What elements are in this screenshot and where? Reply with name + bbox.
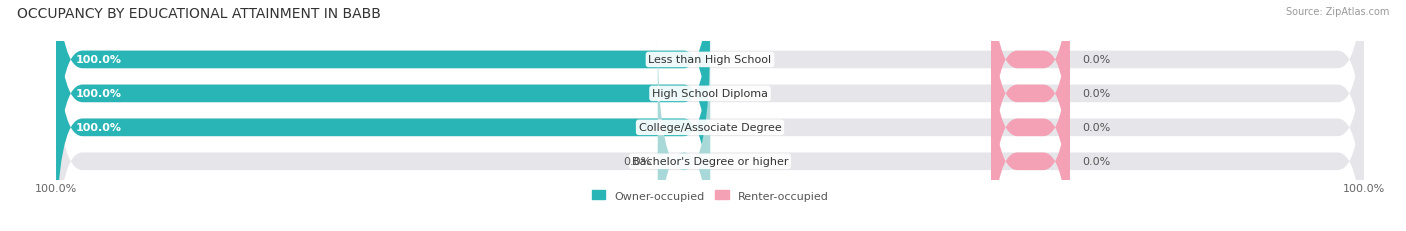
Text: 0.0%: 0.0% <box>1083 123 1111 133</box>
FancyBboxPatch shape <box>56 0 1364 187</box>
Text: 100.0%: 100.0% <box>76 123 122 133</box>
FancyBboxPatch shape <box>991 0 1070 187</box>
FancyBboxPatch shape <box>991 1 1070 231</box>
Text: 100.0%: 100.0% <box>76 55 122 65</box>
FancyBboxPatch shape <box>991 0 1070 220</box>
Text: 0.0%: 0.0% <box>1083 55 1111 65</box>
Text: College/Associate Degree: College/Associate Degree <box>638 123 782 133</box>
Text: 0.0%: 0.0% <box>1083 157 1111 167</box>
Text: 0.0%: 0.0% <box>1083 89 1111 99</box>
Text: Source: ZipAtlas.com: Source: ZipAtlas.com <box>1285 7 1389 17</box>
FancyBboxPatch shape <box>56 1 710 231</box>
Text: Less than High School: Less than High School <box>648 55 772 65</box>
FancyBboxPatch shape <box>56 1 1364 231</box>
Text: Bachelor's Degree or higher: Bachelor's Degree or higher <box>631 157 789 167</box>
FancyBboxPatch shape <box>56 0 710 220</box>
Text: High School Diploma: High School Diploma <box>652 89 768 99</box>
Text: 0.0%: 0.0% <box>623 157 651 167</box>
FancyBboxPatch shape <box>56 35 1364 231</box>
FancyBboxPatch shape <box>658 35 710 231</box>
FancyBboxPatch shape <box>991 35 1070 231</box>
Legend: Owner-occupied, Renter-occupied: Owner-occupied, Renter-occupied <box>588 186 832 205</box>
Text: 100.0%: 100.0% <box>76 89 122 99</box>
FancyBboxPatch shape <box>56 0 710 187</box>
Text: OCCUPANCY BY EDUCATIONAL ATTAINMENT IN BABB: OCCUPANCY BY EDUCATIONAL ATTAINMENT IN B… <box>17 7 381 21</box>
FancyBboxPatch shape <box>56 0 1364 220</box>
